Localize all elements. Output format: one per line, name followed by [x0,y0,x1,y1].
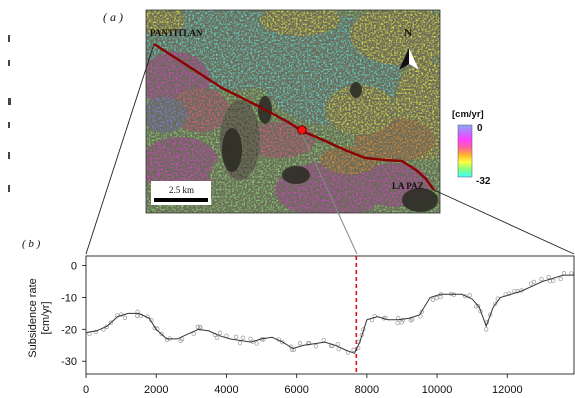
data-point [434,296,439,301]
data-point [164,337,170,342]
connector-right [433,189,575,255]
data-point [214,335,220,341]
y-axis-label-line1: Subsidence rate [27,278,39,358]
scale-label: 2.5 km [169,185,194,195]
x-axis: 0 2000 4000 6000 8000 10000 12000 [83,374,523,396]
y-tick-label: -30 [61,356,77,368]
data-point [395,320,400,326]
data-point [474,304,479,309]
data-point [351,347,356,352]
deformation-field [146,10,440,213]
data-point [233,334,239,339]
y-tick-label: -20 [61,324,77,336]
data-point [321,337,326,343]
data-point [198,326,203,331]
data-point [539,276,544,282]
data-point [467,293,472,298]
left-margin-fragments [8,35,11,192]
colorbar-min-label: -32 [476,176,491,187]
data-point [254,341,259,346]
data-point [297,341,303,346]
panel-b-label: ( b ) [22,238,41,250]
profile-midpoint-marker [297,125,307,135]
colorbar [443,102,500,188]
y-axis-label-line2: [cm/yr] [40,302,52,335]
connector-marker [301,133,358,255]
data-point [87,331,92,337]
data-point [335,341,340,347]
data-point [280,339,285,345]
x-tick-label: 0 [83,384,89,396]
data-point [531,279,537,285]
data-point [484,327,489,332]
north-label: N [404,27,412,39]
data-point [248,336,253,341]
colorbar-title: [cm/yr] [452,109,484,120]
data-point [122,315,128,320]
y-tick-label: 0 [71,261,77,273]
subsidence-curve [85,274,574,354]
data-point [558,276,563,282]
plot-frame [85,255,575,375]
x-tick-label: 8000 [355,384,379,396]
data-point [179,336,185,342]
x-tick-label: 10000 [422,384,453,396]
data-point [135,313,140,318]
data-point [551,278,556,283]
x-tick-label: 6000 [284,384,308,396]
data-point [313,344,319,349]
data-point [159,331,164,337]
north-arrow-icon [399,48,419,70]
data-point [408,318,413,323]
data-point [546,274,551,280]
scale-bar [151,181,211,205]
data-point [430,297,436,302]
data-point [237,340,243,346]
data-point [418,314,423,319]
data-point [399,320,404,325]
y-axis: 0 -10 -20 -30 [61,261,86,368]
x-tick-label: 12000 [492,384,523,396]
data-point [198,324,203,330]
data-point [400,317,405,323]
insar-map [146,10,440,213]
data-point [240,335,246,340]
start-label: PANTITLAN [150,28,203,38]
colorbar-max-label: 0 [477,123,483,134]
data-point [475,303,481,309]
data-point [561,271,567,276]
connector-left [85,43,155,255]
x-tick-label: 4000 [214,384,238,396]
end-label: LA PAZ [392,181,424,191]
profile-line [153,42,435,191]
x-tick-label: 2000 [144,384,168,396]
y-tick-label: -10 [61,292,77,304]
data-point [108,320,114,325]
data-point [93,329,98,335]
subsidence-chart: 0 -10 -20 -30 0 2000 4000 6000 8000 10000 12000 [61,255,575,396]
data-point [217,330,223,335]
panel-a-label: ( a ) [103,10,123,24]
colorbar-scale [457,124,473,178]
data-point [506,291,512,296]
data-points [87,271,574,355]
data-point [419,309,424,315]
data-point [493,301,498,306]
map-frame [145,9,441,214]
data-point [438,294,443,300]
